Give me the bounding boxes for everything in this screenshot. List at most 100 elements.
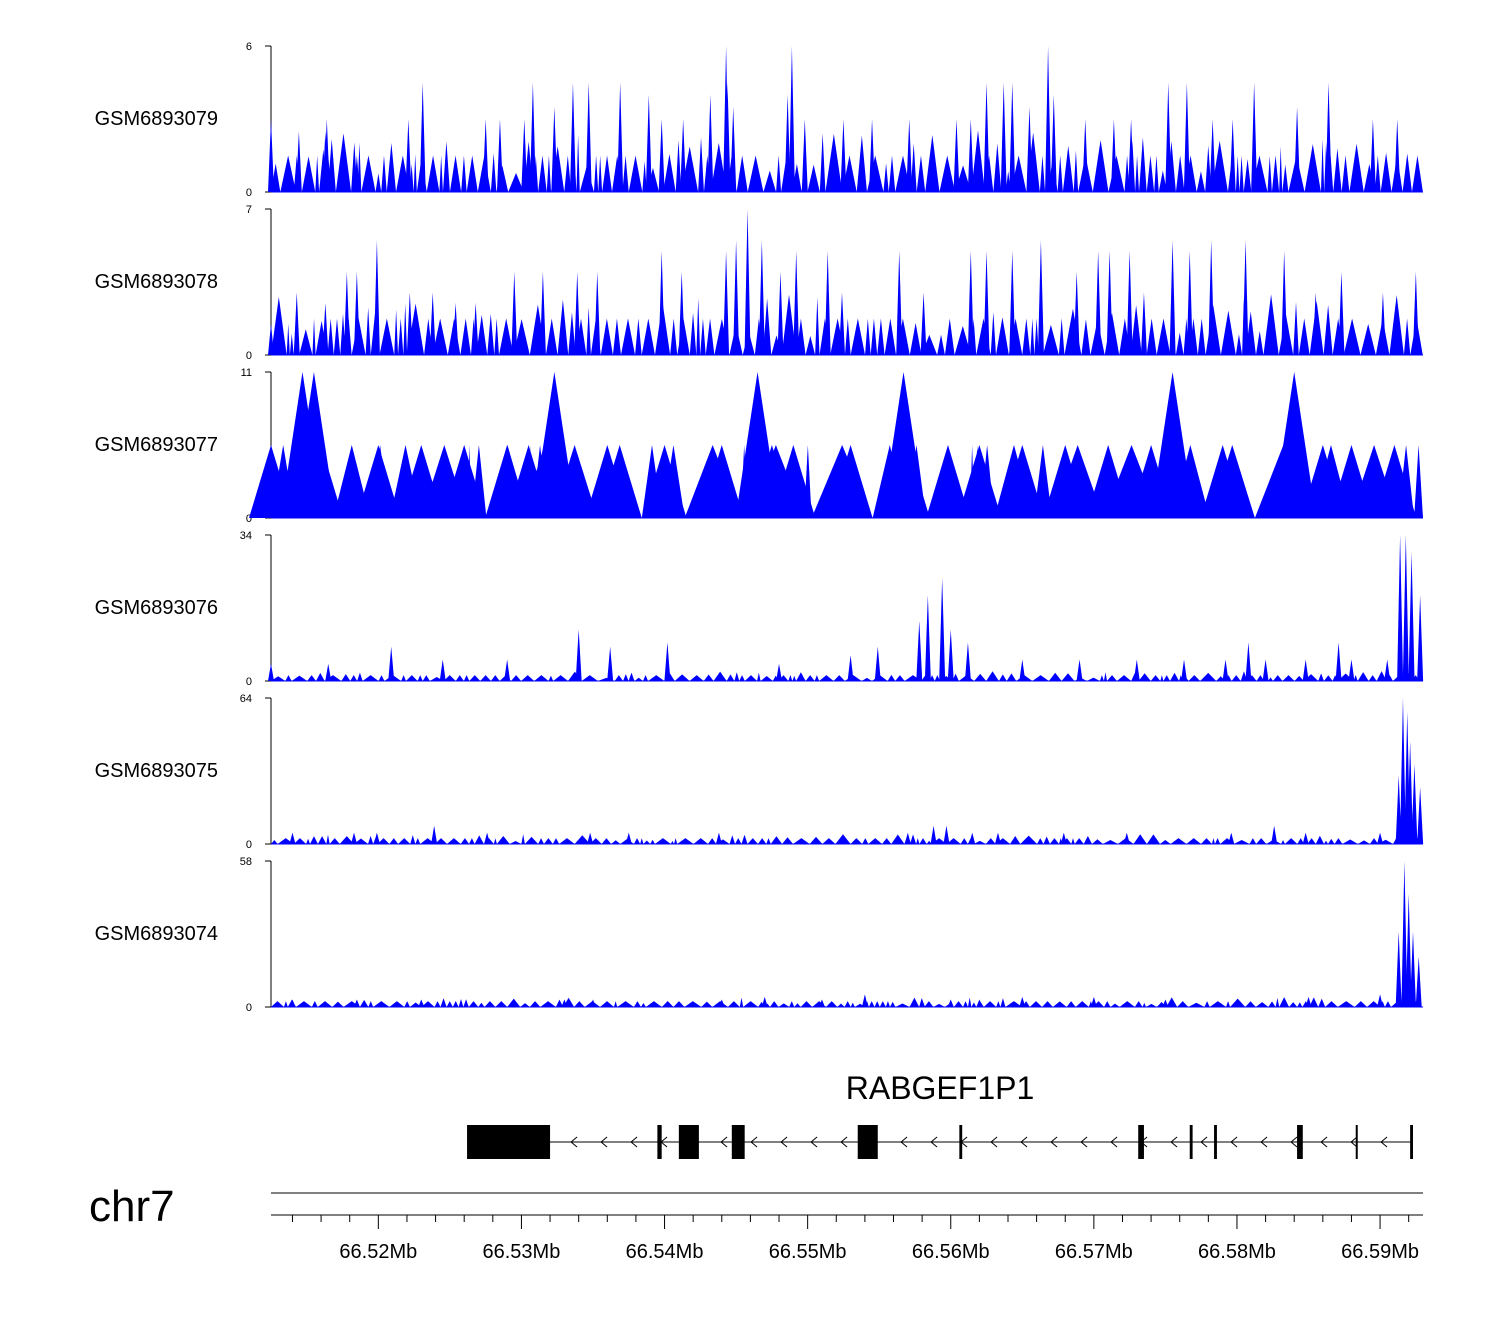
coverage-peak [1147, 156, 1154, 193]
coverage-peak [694, 838, 709, 844]
coverage-peak [617, 83, 623, 193]
coverage-peak [919, 999, 925, 1007]
coverage-peak [646, 95, 652, 192]
coverage-peak [1230, 119, 1236, 192]
coverage-peak [865, 319, 871, 355]
coverage-peak [1040, 156, 1045, 193]
coverage-peak [748, 838, 758, 844]
coverage-peak [621, 319, 635, 356]
coverage-peak [1342, 840, 1358, 844]
coverage-peak [1050, 838, 1059, 844]
gene-exon [1190, 1125, 1193, 1159]
coverage-peak [757, 673, 761, 681]
coverage-peak [740, 998, 743, 1007]
coverage-peak [415, 838, 420, 844]
coverage-peak [1184, 83, 1190, 193]
y-max-label: 6 [246, 41, 252, 53]
coverage-peak [948, 629, 954, 681]
x-tick-label: 66.54Mb [626, 1241, 704, 1263]
coverage-peak [635, 319, 642, 356]
track-GSM6893074: GSM6893074580 [95, 856, 1423, 1014]
y-min-label: 0 [246, 1002, 252, 1014]
coverage-peak [1279, 997, 1289, 1007]
coverage-peak [948, 999, 954, 1007]
coverage-peak [546, 319, 558, 356]
coverage-peak [494, 319, 499, 356]
coverage-peak [1201, 838, 1212, 844]
coverage-peak [714, 672, 727, 681]
coverage-peak [302, 156, 315, 192]
coverage-peak [504, 660, 510, 681]
coverage-peak [1045, 46, 1051, 192]
gene-exon [732, 1125, 745, 1159]
coverage-peak [815, 675, 819, 681]
coverage-peak [615, 675, 623, 681]
coverage-peak [1009, 251, 1015, 355]
coverage-peak [862, 678, 872, 681]
gene-exon [959, 1125, 962, 1159]
x-tick-label: 66.59Mb [1341, 1241, 1419, 1263]
coverage-peak [268, 664, 274, 681]
coverage-peak [690, 675, 704, 681]
coverage-peak [1074, 272, 1080, 355]
coverage-peak [1143, 1003, 1146, 1007]
coverage-peak [1176, 156, 1185, 193]
track-label: GSM6893079 [95, 108, 218, 130]
coverage-peak [634, 678, 643, 681]
coverage-peak [1342, 156, 1350, 193]
coverage-peak [287, 324, 290, 355]
coverage-peak [374, 833, 380, 844]
coverage-peak [389, 838, 398, 844]
coverage-area [271, 130, 1423, 192]
coverage-peak [388, 647, 394, 681]
coverage-peak [1324, 305, 1333, 355]
coverage-peak [1170, 673, 1179, 681]
coverage-peak [995, 833, 1001, 844]
coverage-peak [540, 1001, 556, 1007]
coverage-peak [328, 319, 334, 356]
coverage-peak [634, 1001, 641, 1007]
coverage-peak [341, 674, 350, 681]
coverage-peak [1212, 838, 1215, 844]
coverage-peak [759, 240, 765, 355]
coverage-peak [707, 95, 713, 192]
coverage-peak [993, 144, 1001, 192]
coverage-peak [1303, 660, 1309, 681]
coverage-peak [916, 838, 919, 844]
y-min-label: 0 [246, 187, 252, 199]
coverage-peak [640, 838, 643, 844]
coverage-peak [659, 119, 665, 192]
coverage-peak [1321, 139, 1324, 192]
coverage-peak [586, 83, 592, 193]
coverage-peak [945, 319, 955, 356]
coverage-peak [1256, 331, 1264, 355]
coverage-peak [294, 292, 300, 355]
coverage-peak [1076, 1001, 1089, 1007]
coverage-peak [1135, 156, 1139, 193]
coverage-peak [510, 841, 522, 844]
coverage-peak [570, 83, 576, 193]
coverage-peak [1181, 660, 1187, 681]
coverage-peak [418, 999, 424, 1007]
coverage-peak [851, 1003, 855, 1007]
coverage-peak [401, 675, 406, 681]
coverage-peak [910, 323, 922, 355]
coverage-peak [916, 621, 922, 681]
coverage-peak [655, 838, 671, 844]
x-tick-label: 66.52Mb [339, 1241, 417, 1263]
coverage-peak [910, 998, 920, 1007]
coverage-peak [559, 838, 574, 844]
gene-annotation-track: RABGEF1P1 [467, 1070, 1413, 1159]
coverage-peak [974, 674, 986, 681]
coverage-peak [991, 312, 996, 355]
coverage-peak [984, 1001, 996, 1007]
coverage-peak [626, 833, 632, 844]
coverage-peak [1077, 660, 1083, 681]
coverage-peak [538, 156, 547, 193]
coverage-peak [1380, 292, 1386, 355]
coverage-peak [895, 675, 904, 681]
coverage-peak [1232, 675, 1241, 681]
coverage-peak [586, 307, 591, 355]
coverage-peak [943, 826, 949, 844]
coverage-peak [761, 676, 773, 681]
